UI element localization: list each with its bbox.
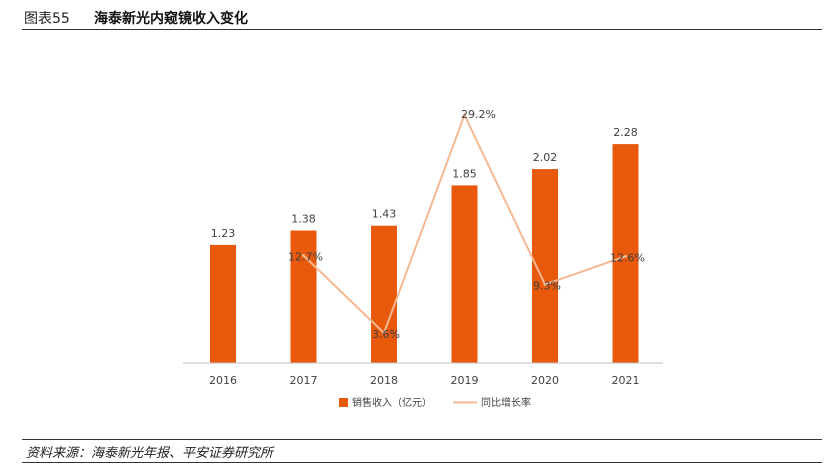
growth-label-2017: 12.7%	[288, 251, 323, 264]
legend-label-line: 同比增长率	[481, 396, 531, 409]
growth-point-2021	[624, 254, 627, 258]
x-tick-2017: 2017	[290, 374, 318, 387]
bar-label-2018: 1.43	[372, 208, 397, 221]
bar-2016	[210, 244, 236, 363]
legend-swatch-bar	[339, 398, 348, 407]
x-tick-2020: 2020	[531, 374, 559, 387]
x-tick-2018: 2018	[370, 374, 398, 387]
legend: 销售收入（亿元） 同比增长率	[339, 396, 531, 409]
growth-point-2019	[463, 113, 466, 117]
figure-title: 海泰新光内窥镜收入变化	[94, 11, 248, 27]
bar-2017	[290, 230, 317, 363]
legend-label-bar: 销售收入（亿元）	[352, 396, 432, 409]
figure-number: 图表55	[24, 11, 70, 27]
bar-data-labels: 1.23 1.38 1.43 1.85 2.02 2.28	[211, 126, 638, 240]
bar-label-2016: 1.23	[211, 227, 236, 240]
growth-label-2021: 12.6%	[610, 251, 645, 264]
bar-label-2017: 1.38	[291, 213, 316, 226]
footer-rule-bottom	[22, 462, 822, 463]
footer-rule-top	[22, 439, 822, 440]
x-tick-labels: 2016 2017 2018 2019 2020 2021	[209, 374, 640, 387]
line-data-labels: 12.7% 3.6% 29.2% 9.3% 12.6%	[288, 108, 645, 341]
growth-point-2017	[302, 254, 305, 258]
source-note: 资料来源：海泰新光年报、平安证券研究所	[26, 446, 274, 461]
bar-2019	[451, 185, 478, 363]
bar-2018	[371, 225, 397, 363]
x-tick-2016: 2016	[209, 374, 237, 387]
bar-2021	[612, 144, 639, 363]
growth-label-2018: 3.6%	[372, 328, 400, 341]
bar-label-2020: 2.02	[533, 151, 558, 164]
growth-point-2020	[543, 282, 547, 286]
bar-label-2021: 2.28	[613, 126, 638, 139]
growth-label-2019: 29.2%	[461, 108, 496, 121]
header-rule	[22, 29, 822, 30]
x-tick-2021: 2021	[612, 374, 640, 387]
bar-series	[210, 144, 639, 363]
bar-label-2019: 1.85	[452, 167, 477, 180]
x-tick-2019: 2019	[451, 374, 479, 387]
growth-point-2018	[382, 331, 386, 335]
growth-line-series	[302, 112, 627, 335]
growth-label-2020: 9.3%	[533, 279, 561, 292]
figure-header: 图表55 海泰新光内窥镜收入变化	[22, 6, 822, 28]
